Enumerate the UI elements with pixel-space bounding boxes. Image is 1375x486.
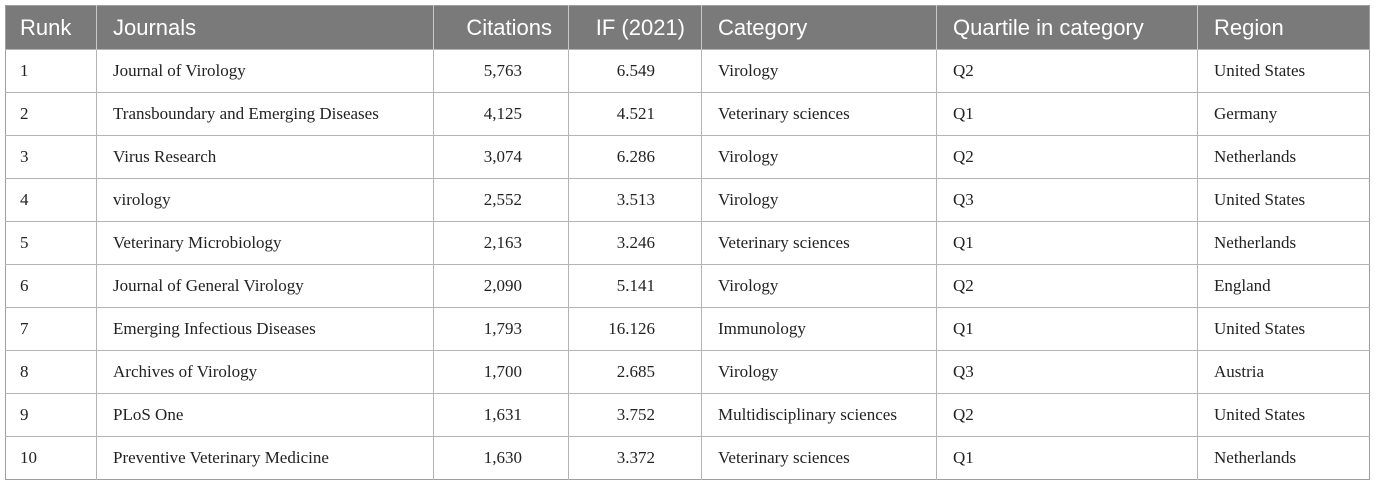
cell-quartile: Q1: [936, 92, 1198, 136]
header-quartile: Quartile in category: [936, 5, 1198, 50]
cell-journal: PLoS One: [96, 393, 434, 437]
cell-rank: 6: [5, 264, 97, 308]
cell-region: Austria: [1197, 350, 1370, 394]
cell-region: Germany: [1197, 92, 1370, 136]
cell-citations: 4,125: [433, 92, 569, 136]
header-journals: Journals: [96, 5, 434, 50]
cell-citations: 2,163: [433, 221, 569, 265]
cell-region: England: [1197, 264, 1370, 308]
cell-impact-factor: 6.286: [568, 135, 702, 179]
table-body: 1 Journal of Virology 5,763 6.549 Virolo…: [5, 49, 1370, 480]
cell-category: Virology: [701, 178, 937, 222]
cell-citations: 2,090: [433, 264, 569, 308]
cell-quartile: Q3: [936, 350, 1198, 394]
table-row: 2 Transboundary and Emerging Diseases 4,…: [5, 92, 1370, 136]
cell-impact-factor: 3.372: [568, 436, 702, 480]
cell-category: Immunology: [701, 307, 937, 351]
cell-journal: Transboundary and Emerging Diseases: [96, 92, 434, 136]
cell-citations: 3,074: [433, 135, 569, 179]
header-rank: Runk: [5, 5, 97, 50]
cell-rank: 4: [5, 178, 97, 222]
cell-impact-factor: 3.513: [568, 178, 702, 222]
table-row: 1 Journal of Virology 5,763 6.549 Virolo…: [5, 49, 1370, 93]
cell-category: Multidisciplinary sciences: [701, 393, 937, 437]
cell-impact-factor: 6.549: [568, 49, 702, 93]
cell-citations: 2,552: [433, 178, 569, 222]
table-row: 5 Veterinary Microbiology 2,163 3.246 Ve…: [5, 221, 1370, 265]
cell-rank: 10: [5, 436, 97, 480]
cell-rank: 7: [5, 307, 97, 351]
cell-journal: Archives of Virology: [96, 350, 434, 394]
cell-quartile: Q2: [936, 393, 1198, 437]
cell-citations: 5,763: [433, 49, 569, 93]
cell-category: Virology: [701, 49, 937, 93]
cell-impact-factor: 2.685: [568, 350, 702, 394]
cell-citations: 1,631: [433, 393, 569, 437]
cell-quartile: Q2: [936, 49, 1198, 93]
cell-rank: 8: [5, 350, 97, 394]
cell-category: Veterinary sciences: [701, 221, 937, 265]
cell-region: United States: [1197, 307, 1370, 351]
cell-rank: 3: [5, 135, 97, 179]
cell-category: Virology: [701, 350, 937, 394]
cell-region: United States: [1197, 49, 1370, 93]
cell-impact-factor: 3.246: [568, 221, 702, 265]
cell-journal: Emerging Infectious Diseases: [96, 307, 434, 351]
table-row: 6 Journal of General Virology 2,090 5.14…: [5, 264, 1370, 308]
cell-citations: 1,700: [433, 350, 569, 394]
journals-table: Runk Journals Citations IF (2021) Catego…: [5, 5, 1370, 480]
cell-citations: 1,630: [433, 436, 569, 480]
header-category: Category: [701, 5, 937, 50]
cell-journal: Preventive Veterinary Medicine: [96, 436, 434, 480]
cell-rank: 2: [5, 92, 97, 136]
cell-rank: 5: [5, 221, 97, 265]
header-region: Region: [1214, 14, 1284, 40]
cell-quartile: Q1: [936, 436, 1198, 480]
table-row: 10 Preventive Veterinary Medicine 1,630 …: [5, 436, 1370, 480]
cell-quartile: Q2: [936, 135, 1198, 179]
cell-journal: Virus Research: [96, 135, 434, 179]
cell-rank: 9: [5, 393, 97, 437]
cell-category: Virology: [701, 135, 937, 179]
header-citations: Citations: [433, 5, 569, 50]
cell-quartile: Q2: [936, 264, 1198, 308]
cell-region: Netherlands: [1197, 135, 1370, 179]
cell-impact-factor: 16.126: [568, 307, 702, 351]
cell-rank: 1: [5, 49, 97, 93]
table-header: Runk Journals Citations IF (2021) Catego…: [5, 5, 1370, 50]
table-row: 7 Emerging Infectious Diseases 1,793 16.…: [5, 307, 1370, 351]
cell-region: Netherlands: [1197, 221, 1370, 265]
table-row: 3 Virus Research 3,074 6.286 Virology Q2…: [5, 135, 1370, 179]
cell-citations: 1,793: [433, 307, 569, 351]
cell-quartile: Q3: [936, 178, 1198, 222]
cell-impact-factor: 4.521: [568, 92, 702, 136]
cell-impact-factor: 5.141: [568, 264, 702, 308]
table-row: 4 virology 2,552 3.513 Virology Q3 Unite…: [5, 178, 1370, 222]
header-impact-factor: IF (2021): [568, 5, 702, 50]
cell-category: Virology: [701, 264, 937, 308]
cell-journal: virology: [96, 178, 434, 222]
table-row: 8 Archives of Virology 1,700 2.685 Virol…: [5, 350, 1370, 394]
cell-region: United States: [1197, 393, 1370, 437]
cell-impact-factor: 3.752: [568, 393, 702, 437]
cell-region: Netherlands: [1197, 436, 1370, 480]
cell-journal: Journal of General Virology: [96, 264, 434, 308]
table-row: 9 PLoS One 1,631 3.752 Multidisciplinary…: [5, 393, 1370, 437]
cell-quartile: Q1: [936, 307, 1198, 351]
cell-category: Veterinary sciences: [701, 92, 937, 136]
header-row: Runk Journals Citations IF (2021) Catego…: [5, 5, 1370, 50]
journals-table-container: Runk Journals Citations IF (2021) Catego…: [5, 5, 1370, 480]
cell-journal: Veterinary Microbiology: [96, 221, 434, 265]
cell-quartile: Q1: [936, 221, 1198, 265]
cell-journal: Journal of Virology: [96, 49, 434, 93]
cell-region: United States: [1197, 178, 1370, 222]
cell-category: Veterinary sciences: [701, 436, 937, 480]
